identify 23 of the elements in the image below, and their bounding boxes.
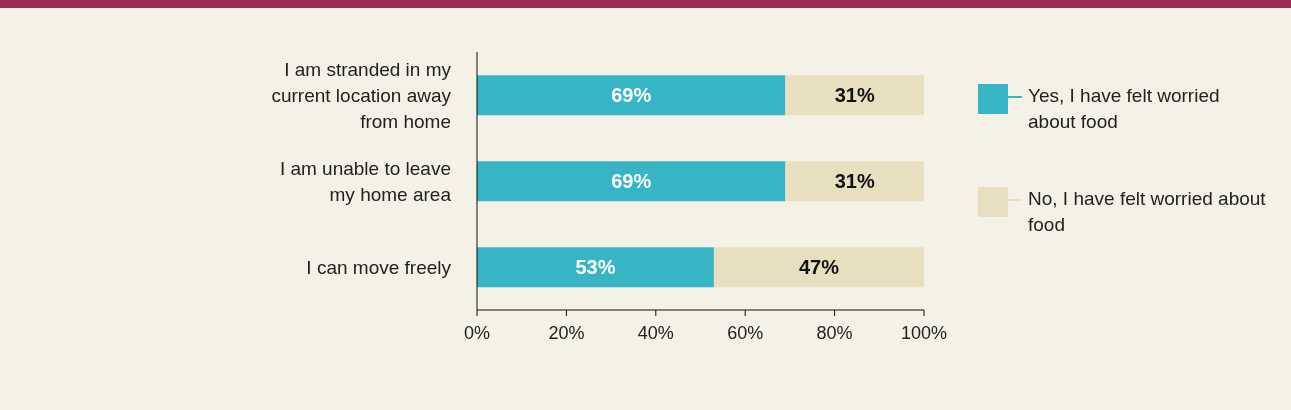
- legend-label: No, I have felt worried about food: [1028, 187, 1267, 237]
- data-label: 31%: [834, 170, 875, 193]
- bar: [785, 75, 924, 116]
- bar: [713, 247, 924, 288]
- data-label: 31%: [834, 84, 875, 107]
- data-label: 69%: [611, 170, 652, 193]
- x-tick-label: 80%: [816, 322, 853, 343]
- data-label: 69%: [611, 84, 652, 107]
- x-tick-label: 0%: [463, 322, 491, 343]
- bar: [477, 161, 786, 202]
- x-tick-label: 40%: [637, 322, 674, 343]
- bar: [785, 161, 924, 202]
- data-label: 47%: [798, 256, 840, 279]
- x-tick-label: 20%: [548, 322, 585, 343]
- data-label: 53%: [575, 256, 616, 279]
- legend-label: Yes, I have felt worried about food: [1028, 84, 1221, 134]
- x-tick-label: 60%: [727, 322, 764, 343]
- bar: [477, 75, 786, 116]
- y-tick-label: I am stranded in my current location away from home: [271, 58, 452, 132]
- y-tick-label: I am unable to leave my home area: [279, 157, 452, 205]
- y-tick-label: I can move freely: [306, 256, 452, 278]
- x-tick-label: 100%: [900, 322, 948, 343]
- bar: [477, 247, 714, 288]
